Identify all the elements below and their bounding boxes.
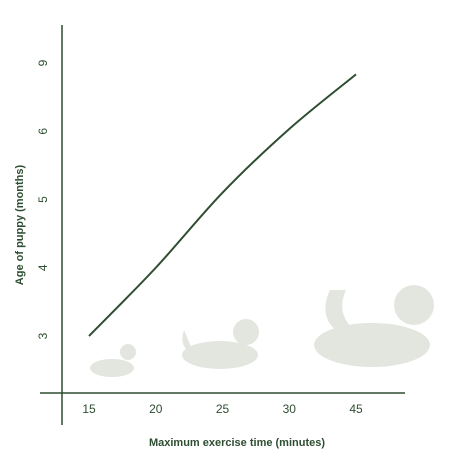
x-tick-label: 20 [149,402,163,416]
y-tick-label: 9 [36,59,50,66]
data-line [88,73,357,337]
dog-illustrations [90,285,434,377]
x-tick-label: 30 [283,402,297,416]
y-tick-label: 4 [36,264,50,271]
x-tick-label: 15 [82,402,96,416]
y-axis-title: Age of puppy (months) [14,164,26,285]
y-tick-label: 3 [36,332,50,339]
x-axis-title: Maximum exercise time (minutes) [149,437,325,449]
y-tick-label: 5 [36,196,50,203]
x-tick-label: 45 [349,402,363,416]
y-tick-label: 6 [36,128,50,135]
x-tick-label: 25 [216,402,230,416]
